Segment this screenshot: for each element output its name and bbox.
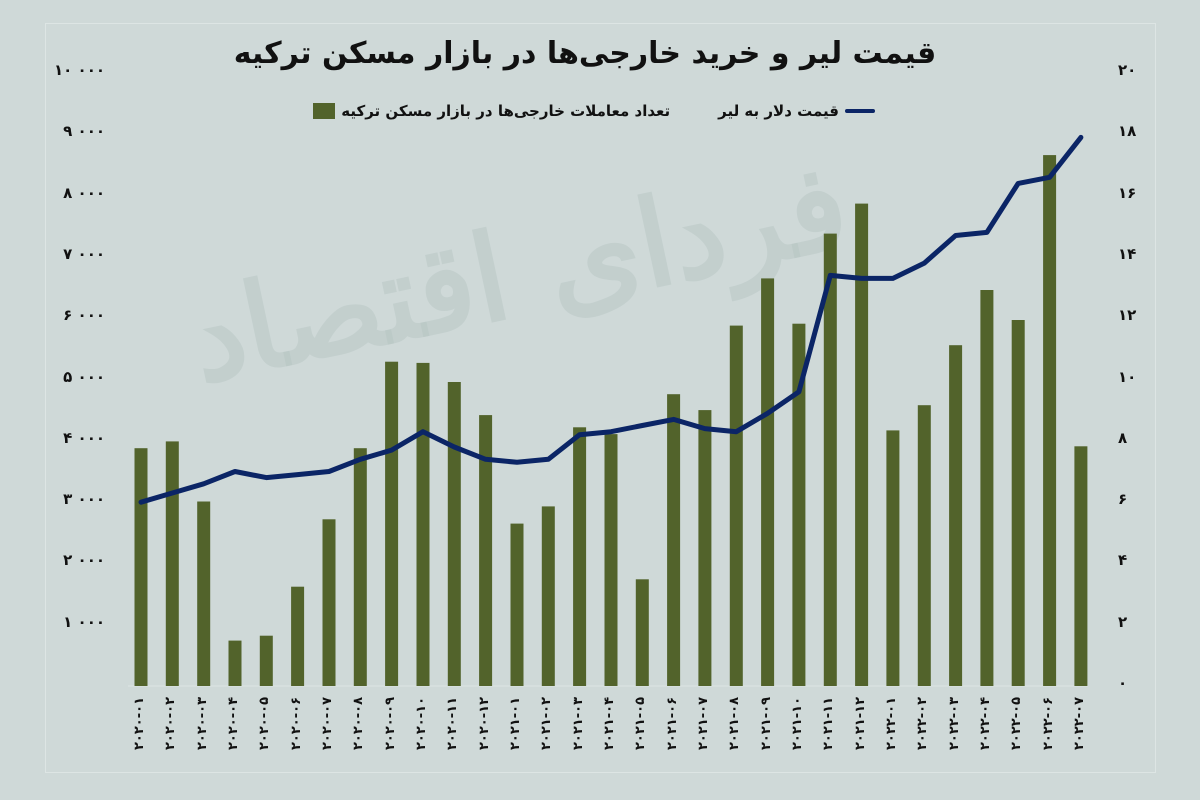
bar-2020-02 bbox=[165, 441, 179, 686]
price-line-series bbox=[138, 134, 1084, 505]
bar-2020-12 bbox=[479, 415, 493, 686]
bar-2022-03 bbox=[949, 345, 963, 686]
right-axis-tick: ۱۴ bbox=[1118, 244, 1137, 263]
left-axis-tick: ۱۰ ۰۰۰ bbox=[54, 61, 105, 79]
bar-2021-05 bbox=[635, 579, 649, 686]
bar-2020-07 bbox=[322, 519, 336, 686]
legend-bar-label: تعداد معاملات خارجی‌ها در بازار مسکن ترک… bbox=[341, 102, 671, 120]
bar-2020-01 bbox=[134, 448, 148, 686]
right-axis-tick: ۴ bbox=[1118, 551, 1128, 570]
left-axis-tick: ۷ ۰۰۰ bbox=[63, 244, 105, 263]
bar-2020-08 bbox=[353, 448, 367, 686]
right-axis-tick: ۱۲ bbox=[1118, 306, 1137, 325]
bar-series bbox=[134, 155, 1088, 687]
left-axis-tick: ۵ ۰۰۰ bbox=[63, 367, 105, 386]
left-axis-tick: ۳ ۰۰۰ bbox=[63, 490, 105, 509]
bar-2021-12 bbox=[855, 203, 869, 686]
bar-2020-03 bbox=[197, 501, 211, 686]
bar-2021-04 bbox=[604, 434, 618, 686]
bar-2021-11 bbox=[823, 233, 837, 686]
bar-2022-01 bbox=[886, 430, 900, 686]
bar-2021-01 bbox=[510, 523, 524, 686]
right-axis-tick: ۱۶ bbox=[1118, 183, 1137, 202]
left-axis-tick: ۱ ۰۰۰ bbox=[63, 612, 105, 631]
legend-item-line: قیمت دلار به لیر bbox=[718, 102, 875, 120]
right-axis-tick: ۰ bbox=[1118, 674, 1128, 692]
bar-2020-04 bbox=[228, 640, 242, 686]
bar-2022-02 bbox=[917, 405, 931, 686]
left-axis-tick: ۸ ۰۰۰ bbox=[63, 183, 105, 202]
legend-item-bar: تعداد معاملات خارجی‌ها در بازار مسکن ترک… bbox=[313, 102, 670, 120]
bar-2021-10 bbox=[792, 323, 806, 686]
right-axis-tick: ۶ bbox=[1118, 490, 1128, 509]
right-axis-tick: ۱۰ bbox=[1118, 367, 1137, 386]
bar-2021-09 bbox=[761, 278, 775, 686]
bar-swatch-icon bbox=[313, 103, 336, 119]
line-swatch-icon bbox=[845, 109, 875, 113]
bar-2021-03 bbox=[573, 427, 587, 686]
left-axis-tick: ۲ ۰۰۰ bbox=[63, 551, 105, 570]
bar-2021-06 bbox=[667, 394, 681, 686]
right-axis-tick: ۱۸ bbox=[1118, 122, 1137, 141]
bar-2021-02 bbox=[541, 506, 555, 686]
chart-frame bbox=[45, 23, 1156, 773]
right-axis-tick: ۸ bbox=[1118, 428, 1128, 447]
bar-2020-09 bbox=[385, 361, 399, 686]
left-axis-tick: ۶ ۰۰۰ bbox=[63, 306, 105, 325]
bar-2022-05 bbox=[1011, 320, 1025, 686]
bar-2022-06 bbox=[1043, 155, 1057, 687]
legend-line-label: قیمت دلار به لیر bbox=[718, 102, 839, 120]
bar-2020-11 bbox=[447, 382, 461, 686]
bar-2022-07 bbox=[1074, 446, 1088, 686]
bar-2021-08 bbox=[729, 325, 743, 686]
left-axis-tick: ۴ ۰۰۰ bbox=[63, 428, 105, 447]
legend: قیمت دلار به لیر تعداد معاملات خارجی‌ها … bbox=[300, 98, 875, 124]
bar-2020-05 bbox=[259, 635, 273, 686]
right-axis-tick: ۲۰ bbox=[1118, 61, 1137, 79]
chart-title: قیمت لیر و خرید خارجی‌ها در بازار مسکن ت… bbox=[233, 36, 937, 71]
bar-2021-07 bbox=[698, 410, 712, 686]
bar-2020-06 bbox=[291, 586, 305, 686]
left-axis-tick: ۹ ۰۰۰ bbox=[63, 122, 105, 141]
right-axis-tick: ۲ bbox=[1118, 612, 1128, 631]
bar-2020-10 bbox=[416, 362, 430, 686]
bar-2022-04 bbox=[980, 290, 994, 686]
